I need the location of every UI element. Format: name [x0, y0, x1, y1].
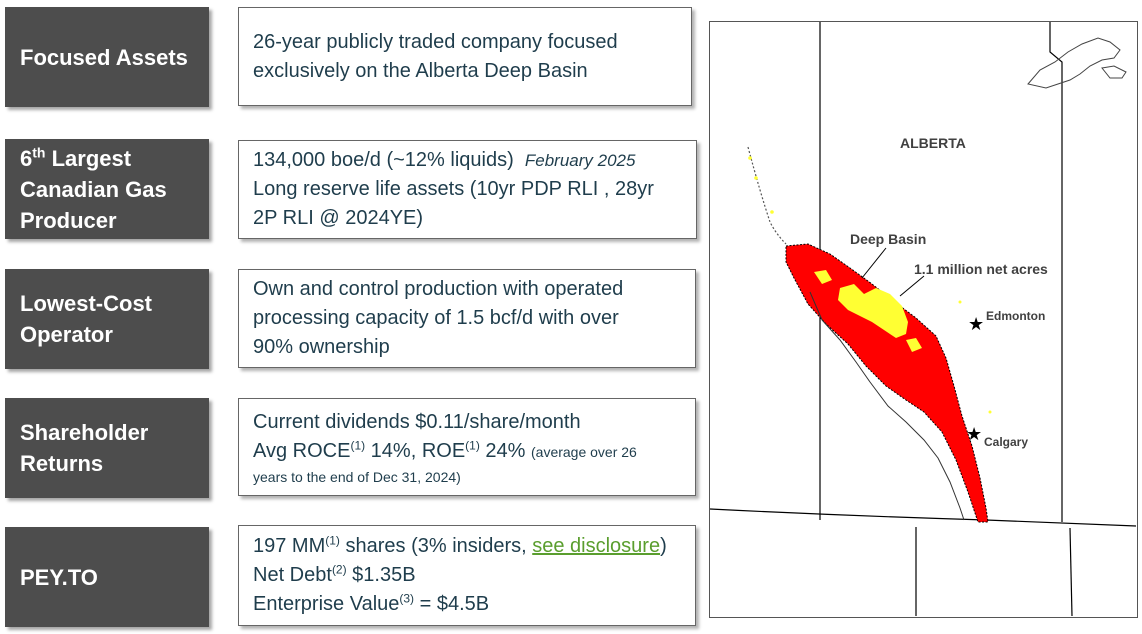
- star-icon: ★: [968, 314, 984, 334]
- label-text: Focused Assets: [20, 44, 188, 70]
- box-shareholder-returns: Current dividends $0.11/share/month Avg …: [238, 398, 696, 496]
- box-line: exclusively on the Alberta Deep Basin: [253, 59, 588, 82]
- leader-line: [899, 275, 925, 297]
- lake-outline: [1101, 65, 1127, 79]
- acreage-dot: [770, 210, 774, 214]
- acreage-dot: [988, 410, 992, 414]
- acreage-dot: [748, 156, 752, 160]
- label-focused-assets: Focused Assets: [5, 7, 209, 107]
- acreage-area: [906, 338, 922, 352]
- label-line: 6th Largest: [20, 144, 132, 171]
- box-line: Avg ROCE(1) 14%, ROE(1) 24% (average ove…: [253, 437, 637, 462]
- label-ticker: PEY.TO: [5, 527, 209, 627]
- box-line: 197 MM(1) shares (3% insiders, see discl…: [253, 533, 667, 557]
- alberta-map: ALBERTA Deep Basin 1.1 million net acres…: [709, 21, 1138, 618]
- acreage-label: 1.1 million net acres: [914, 261, 1048, 277]
- box-line: Enterprise Value(3) = $4.5B: [253, 591, 490, 615]
- mountain-outline: [809, 291, 965, 521]
- leader-line: [861, 247, 887, 279]
- acreage-dot: [958, 300, 962, 304]
- label-line: Shareholder: [20, 420, 149, 445]
- label-line: Producer: [20, 207, 117, 233]
- box-share-info: 197 MM(1) shares (3% insiders, see discl…: [238, 525, 696, 626]
- box-line: 2P RLI @ 2024YE): [253, 207, 424, 229]
- label-line: Operator: [20, 322, 113, 347]
- see-disclosure-link[interactable]: see disclosure: [532, 535, 661, 557]
- label-line: Returns: [20, 451, 104, 476]
- label-shareholder-returns: Shareholder Returns: [5, 398, 209, 498]
- boundary-line: [1049, 22, 1063, 522]
- box-line: 90% ownership: [253, 336, 390, 358]
- star-icon: ★: [966, 424, 982, 444]
- box-line: Long reserve life assets (10yr PDP RLI ,…: [253, 178, 654, 200]
- province-label: ALBERTA: [900, 135, 966, 151]
- box-line: Current dividends $0.11/share/month: [253, 410, 581, 433]
- edmonton-label: Edmonton: [986, 309, 1045, 323]
- label-lowest-cost: Lowest-Cost Operator: [5, 269, 209, 369]
- box-line: years to the end of Dec 31, 2024): [253, 468, 461, 485]
- deep-basin-label: Deep Basin: [850, 231, 926, 247]
- production-date: February 2025: [524, 151, 636, 170]
- box-lowest-cost: Own and control production with operated…: [238, 269, 696, 368]
- map-svg: ALBERTA Deep Basin 1.1 million net acres…: [710, 22, 1136, 616]
- box-focused-assets: 26-year publicly traded company focused …: [238, 7, 692, 106]
- label-line: Canadian Gas: [20, 176, 167, 202]
- box-line: processing capacity of 1.5 bcf/d with ov…: [253, 307, 619, 329]
- lake-outline: [1027, 37, 1121, 89]
- box-gas-producer: 134,000 boe/d (~12% liquids) February 20…: [238, 140, 697, 239]
- boundary-line: [1069, 527, 1073, 616]
- label-line: Lowest-Cost: [20, 291, 152, 316]
- box-line: 26-year publicly traded company focused: [253, 30, 618, 53]
- acreage-dot: [754, 176, 758, 180]
- label-text: PEY.TO: [20, 564, 98, 590]
- dotted-boundary: [747, 146, 787, 245]
- calgary-label: Calgary: [984, 435, 1028, 449]
- box-line: Own and control production with operated: [253, 278, 624, 300]
- acreage-area: [814, 270, 832, 284]
- box-line: Net Debt(2) $1.35B: [253, 562, 416, 586]
- boundary-line: [710, 508, 1136, 527]
- acreage-area: [838, 284, 908, 338]
- box-line: 134,000 boe/d (~12% liquids) February 20…: [253, 149, 636, 171]
- label-gas-producer: 6th Largest Canadian Gas Producer: [5, 139, 209, 239]
- deep-basin-area: [785, 243, 989, 523]
